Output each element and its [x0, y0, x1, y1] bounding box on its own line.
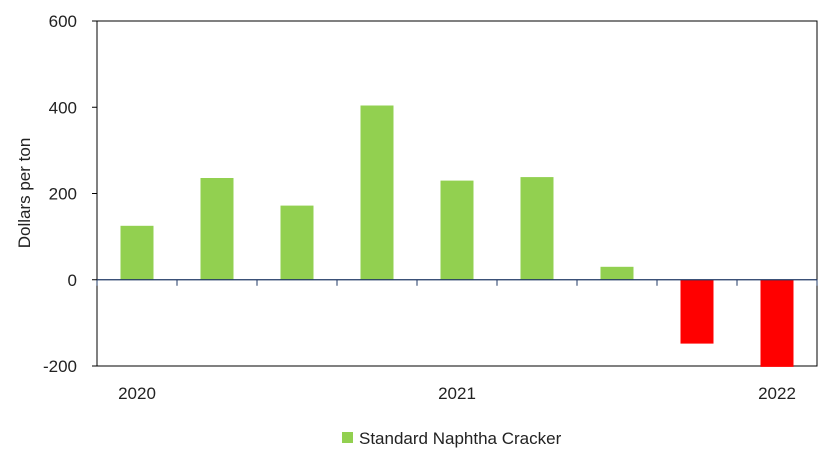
axes [92, 20, 818, 367]
bar-8 [760, 279, 794, 367]
x-tick-labels: 2020 2021 2022 [118, 384, 796, 403]
bars [120, 105, 794, 367]
y-tick-labels: 600 400 200 0 -200 [43, 12, 77, 376]
y-axis-title: Dollars per ton [15, 138, 34, 249]
legend: Standard Naphtha Cracker [342, 429, 562, 448]
bar-5 [520, 177, 554, 280]
x-tick-label: 2022 [758, 384, 796, 403]
bar-0 [120, 225, 154, 280]
bar-1 [200, 178, 234, 280]
x-tick-label: 2021 [438, 384, 476, 403]
x-tick-label: 2020 [118, 384, 156, 403]
bar-7 [680, 279, 714, 344]
bar-6 [600, 266, 634, 280]
bar-2 [280, 205, 314, 280]
y-tick-label: 400 [49, 98, 77, 117]
bar-4 [440, 180, 474, 280]
y-tick-label: 200 [49, 185, 77, 204]
legend-swatch [342, 432, 353, 443]
bar-3 [360, 105, 394, 280]
legend-label: Standard Naphtha Cracker [359, 429, 562, 448]
y-tick-label: 600 [49, 12, 77, 31]
y-tick-label: -200 [43, 357, 77, 376]
y-tick-label: 0 [68, 271, 77, 290]
